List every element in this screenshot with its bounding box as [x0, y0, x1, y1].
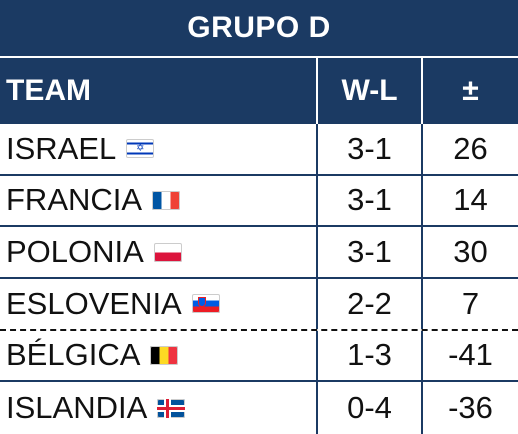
belgium-flag-icon [150, 345, 179, 365]
table-row: ISRAEL 3-1 26 [0, 124, 518, 176]
table-row: FRANCIA 3-1 14 [0, 175, 518, 228]
team-cell: ISLANDIA [0, 382, 316, 434]
table-row: POLONIA 3-1 30 [0, 227, 518, 279]
team-name: BÉLGICA [6, 337, 141, 373]
win-loss-cell: 3-1 [316, 124, 423, 174]
win-loss-cell: 1-3 [316, 330, 423, 381]
team-name: ISLANDIA [6, 390, 148, 426]
team-name: FRANCIA [6, 182, 143, 218]
point-diff-cell: -41 [448, 337, 493, 373]
point-diff-cell: 26 [453, 130, 488, 166]
point-diff-cell: 7 [461, 285, 480, 321]
team-cell: FRANCIA [0, 176, 316, 226]
team-column-header: TEAM [6, 74, 91, 107]
point-diff-cell: 14 [453, 182, 488, 218]
table-row: ISLANDIA 0-4 -36 [0, 382, 518, 434]
poland-flag-icon [153, 242, 182, 262]
team-cell: ESLOVENIA [0, 279, 316, 329]
win-loss-cell: 3-1 [316, 175, 423, 226]
team-cell: ISRAEL [0, 124, 316, 174]
point-diff-column-header: ± [462, 74, 479, 107]
iceland-flag-icon [157, 398, 186, 418]
slovenia-flag-icon [191, 294, 220, 314]
israel-flag-icon [126, 139, 155, 159]
team-cell: BÉLGICA [0, 331, 316, 381]
win-loss-cell: 0-4 [316, 382, 423, 434]
team-cell: POLONIA [0, 227, 316, 277]
point-diff-cell: -36 [448, 390, 493, 426]
team-name: POLONIA [6, 234, 144, 270]
table-row: ESLOVENIA 2-2 7 [0, 278, 518, 331]
team-name: ESLOVENIA [6, 285, 182, 321]
france-flag-icon [152, 190, 181, 210]
win-loss-cell: 2-2 [316, 278, 423, 329]
team-name: ISRAEL [6, 130, 117, 166]
point-diff-cell: 30 [453, 234, 488, 270]
table-row: BÉLGICA 1-3 -41 [0, 330, 518, 383]
table-header: TEAM W-L ± [0, 58, 518, 124]
win-loss-cell: 3-1 [316, 227, 423, 277]
group-title: GRUPO D [0, 0, 518, 58]
group-title-text: GRUPO D [187, 11, 331, 44]
win-loss-column-header: W-L [316, 58, 423, 124]
